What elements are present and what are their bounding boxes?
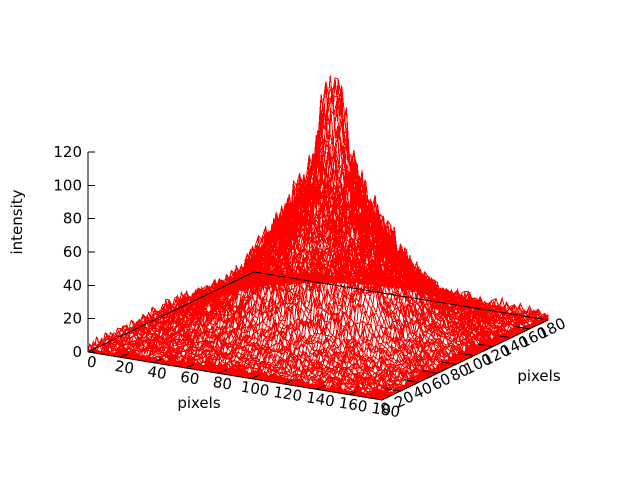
z-tick-label: 60	[63, 243, 82, 261]
x-axis-base-line	[87, 351, 383, 401]
y-tick-mark	[477, 343, 493, 348]
x-tick-label: 20	[114, 357, 136, 378]
y-tick-mark	[496, 334, 512, 339]
y-tick-mark	[422, 370, 438, 374]
x-tick-label: 160	[338, 394, 369, 416]
z-tick-label: 80	[63, 210, 82, 228]
y-axis-title: pixels	[517, 367, 561, 385]
y-tick-mark	[514, 326, 530, 330]
x-tick-mark	[153, 358, 162, 364]
y-tick-mark	[404, 379, 419, 383]
x-tick-label: 140	[305, 388, 336, 410]
x-tick-label: 0	[86, 352, 98, 371]
x-axis-back-line	[253, 271, 549, 321]
z-tick-label: 100	[53, 176, 82, 194]
y-tick-mark	[441, 361, 456, 365]
x-tick-mark	[218, 368, 228, 374]
x-tick-mark	[251, 374, 260, 380]
x-tick-mark	[120, 352, 130, 358]
y-axis-hidden-line	[87, 271, 255, 353]
x-tick-label: 80	[212, 373, 234, 394]
z-axis-title: intensity	[8, 189, 26, 254]
x-tick-mark	[349, 390, 358, 396]
x-tick-label: 100	[240, 378, 271, 400]
z-tick-label: 0	[72, 343, 82, 361]
y-tick-mark	[385, 388, 401, 392]
x-tick-label: 40	[146, 362, 168, 383]
z-tick-label: 20	[63, 310, 82, 328]
x-tick-label: 60	[179, 368, 201, 389]
y-tick-mark	[459, 352, 475, 357]
x-tick-mark	[316, 384, 326, 390]
x-tick-mark	[185, 363, 195, 369]
y-axis-base-line	[381, 319, 549, 401]
x-tick-mark	[283, 379, 293, 385]
z-tick-label: 40	[63, 276, 82, 294]
z-axis-ticks: 0 20 40 60 80 100 120	[53, 143, 95, 361]
z-tick-label: 120	[53, 143, 82, 161]
x-axis-title: pixels	[177, 394, 221, 412]
x-tick-label: 180	[370, 399, 401, 421]
x-axis-ticks: 0 20 40 60 80 100 120 140 160 180	[86, 352, 402, 421]
x-tick-label: 120	[272, 383, 303, 405]
